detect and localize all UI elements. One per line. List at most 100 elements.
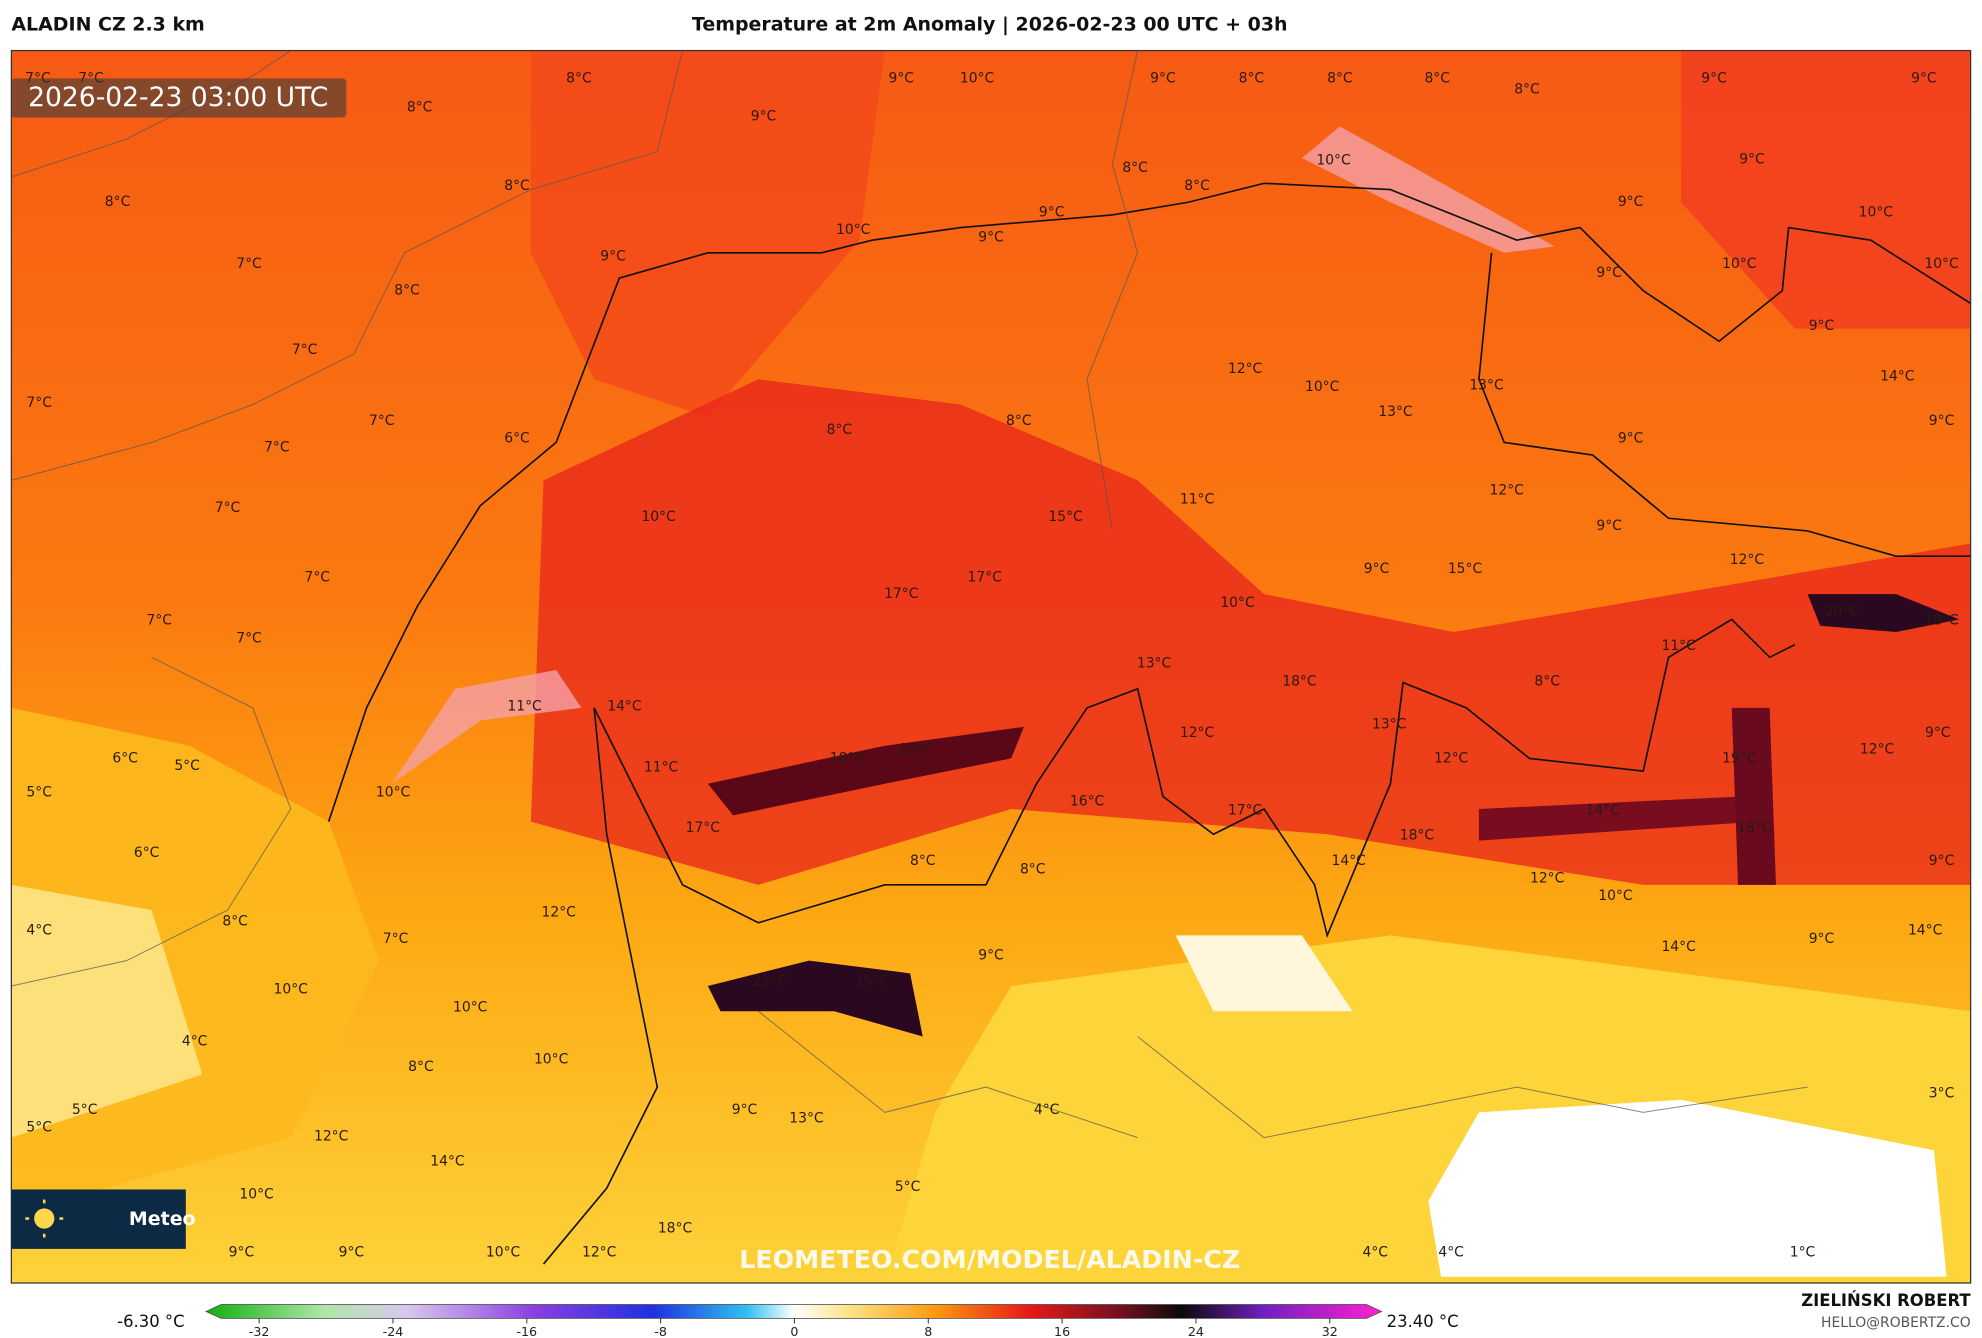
temperature-label: 9°C: [1739, 151, 1764, 167]
temperature-label: 8°C: [407, 99, 432, 115]
logo-sun: [34, 1208, 55, 1229]
temperature-label: 14°C: [430, 1154, 464, 1170]
temperature-label: 10°C: [836, 222, 870, 238]
temperature-label: 5°C: [26, 1120, 51, 1136]
colorbar-tick-label: 0: [790, 1324, 798, 1338]
temperature-label: 10°C: [274, 982, 308, 998]
temperature-label: 4°C: [26, 922, 51, 938]
temperature-label: 9°C: [1809, 318, 1834, 334]
temperature-label: 9°C: [1925, 725, 1950, 741]
temperature-label: 11°C: [1661, 638, 1695, 654]
colorbar-max: 23.40 °C: [1387, 1312, 1459, 1331]
timestamp-box: [11, 78, 347, 118]
colorbar: [205, 1304, 1383, 1319]
temperature-label: 9°C: [732, 1102, 757, 1118]
timestamp: 2026-02-23 03:00 UTC: [28, 82, 328, 113]
temperature-label: 11°C: [1180, 491, 1214, 507]
temperature-label: 9°C: [1364, 561, 1389, 577]
temperature-label: 8°C: [827, 422, 852, 438]
neutral-zone: [1428, 1099, 1947, 1277]
temperature-label: 6°C: [112, 750, 137, 766]
temperature-label: 9°C: [978, 230, 1003, 246]
temperature-label: 4°C: [1438, 1245, 1463, 1261]
temperature-label: 7°C: [305, 570, 330, 586]
temperature-label: 10°C: [453, 999, 487, 1015]
neutral-zone: [1175, 935, 1353, 1012]
temperature-label: 4°C: [1034, 1102, 1059, 1118]
temperature-label: 13°C: [1137, 656, 1171, 672]
temperature-label: 12°C: [1490, 482, 1524, 498]
temperature-label: 14°C: [1661, 939, 1695, 955]
temperature-label: 15°C: [1448, 561, 1482, 577]
warm-zone: [530, 50, 885, 418]
lake: [391, 669, 582, 784]
temperature-label: 7°C: [236, 256, 261, 272]
temperature-label: 12°C: [314, 1128, 348, 1144]
temperature-label: 17°C: [686, 820, 720, 836]
temperature-label: 8°C: [566, 70, 591, 86]
temperature-label: 4°C: [182, 1034, 207, 1050]
temperature-label: 10°C: [641, 509, 675, 525]
temperature-label: 12°C: [1530, 871, 1564, 887]
temperature-label: 13°C: [1372, 716, 1406, 732]
hot-spot: [707, 726, 1024, 816]
warm-zone: [1681, 50, 1971, 329]
colorbar-tick-label: -16: [516, 1324, 537, 1338]
lake: [1301, 126, 1555, 253]
temperature-label: 9°C: [1596, 265, 1621, 281]
map: [11, 50, 1971, 1284]
temperature-label: 12°C: [1730, 552, 1764, 568]
colorbar-tick-label: -32: [249, 1324, 270, 1338]
temperature-label: 18°C: [899, 742, 933, 758]
temperature-label: 10°C: [1316, 153, 1350, 169]
temperature-label: 9°C: [978, 948, 1003, 964]
temperature-label: 8°C: [222, 913, 247, 929]
hot-spot: [1478, 796, 1758, 841]
temperature-label: 12°C: [582, 1245, 616, 1261]
temperature-label: 5°C: [26, 785, 51, 801]
temperature-label: 8°C: [394, 283, 419, 299]
temperature-label: 9°C: [1596, 518, 1621, 534]
temperature-label: 17°C: [884, 586, 918, 602]
map-frame: [10, 49, 1972, 1284]
temperature-label: 13°C: [1378, 404, 1412, 420]
temperature-label: 11°C: [644, 759, 678, 775]
temperature-label: 20°C: [1825, 604, 1859, 620]
temperature-label: 7°C: [369, 413, 394, 429]
temperature-label: 10°C: [376, 785, 410, 801]
temperature-label: 12°C: [1228, 361, 1262, 377]
temperature-label: 16°C: [1070, 793, 1104, 809]
temperature-label: 14°C: [1908, 922, 1942, 938]
temperature-label: 9°C: [1039, 204, 1064, 220]
temperature-label: 9°C: [751, 108, 776, 124]
chart-title: Temperature at 2m Anomaly | 2026-02-23 0…: [692, 13, 1288, 35]
temperature-label: 15°C: [1048, 509, 1082, 525]
temperature-label: 10°C: [486, 1245, 520, 1261]
colorbar-tick-label: 24: [1188, 1324, 1204, 1338]
temperature-label: 17°C: [1228, 802, 1262, 818]
temperature-label: 8°C: [504, 178, 529, 194]
temperature-label: 7°C: [292, 342, 317, 358]
temperature-label: 7°C: [236, 630, 261, 646]
temperature-label: 9°C: [1618, 431, 1643, 447]
colorbar-tick-label: -8: [654, 1324, 667, 1338]
temperature-label: 1°C: [1790, 1245, 1815, 1261]
temperature-label: 18°C: [1924, 613, 1958, 629]
temperature-label: 14°C: [1880, 369, 1914, 385]
temperature-label: 5°C: [72, 1102, 97, 1118]
temperature-label: 10°C: [239, 1187, 273, 1203]
temperature-label: 8°C: [1184, 178, 1209, 194]
temperature-label: 8°C: [1239, 70, 1264, 86]
temperature-label: 9°C: [600, 249, 625, 265]
temperature-label: 19°C: [1722, 750, 1756, 766]
temperature-label: 11°C: [507, 699, 541, 715]
temperature-label: 8°C: [1514, 82, 1539, 98]
temperature-label: 7°C: [215, 500, 240, 516]
temperature-label: 14°C: [607, 699, 641, 715]
temperature-label: 13°C: [789, 1111, 823, 1127]
temperature-label: 8°C: [1534, 673, 1559, 689]
temperature-label: 5°C: [895, 1179, 920, 1195]
temperature-label: 10°C: [1220, 595, 1254, 611]
temperature-label: 8°C: [1327, 70, 1352, 86]
